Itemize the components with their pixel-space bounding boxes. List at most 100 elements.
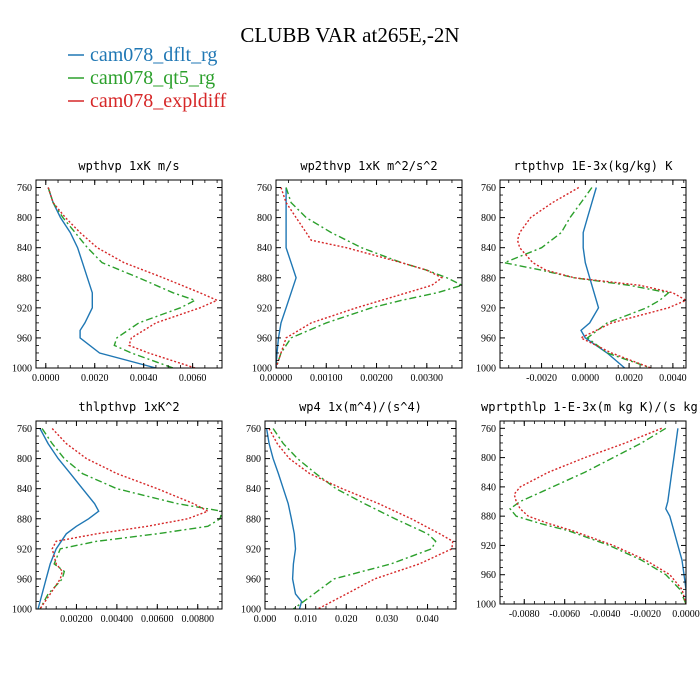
y-tick-label: 800 (17, 454, 32, 465)
y-tick-label: 800 (257, 213, 272, 224)
plot-frame (499, 179, 687, 369)
panel-title: wp4 1x(m^4)/(s^4) (299, 400, 422, 414)
plot-frame (275, 179, 463, 369)
x-tick-label: 0.040 (416, 614, 439, 625)
y-tick-label: 960 (17, 574, 32, 585)
y-tick-label: 1000 (252, 364, 272, 375)
legend-label: cam078_dflt_rg (90, 44, 217, 66)
x-tick-label: 0.0040 (659, 373, 687, 384)
x-tick-label: -0.0040 (590, 609, 621, 620)
x-tick-label: -0.0020 (630, 609, 661, 620)
figure-title: CLUBB VAR at265E,-2N (240, 23, 459, 47)
y-tick-label: 760 (17, 183, 32, 194)
x-tick-label: -0.0060 (549, 609, 580, 620)
x-tick-label: 0.00100 (310, 373, 343, 384)
y-tick-label: 880 (481, 273, 496, 284)
y-tick-label: 840 (257, 243, 272, 254)
series-line (276, 187, 462, 368)
y-tick-label: 960 (257, 333, 272, 344)
x-tick-label: 0.030 (376, 614, 399, 625)
y-tick-label: 880 (17, 514, 32, 525)
series-line (39, 428, 222, 609)
y-tick-label: 960 (481, 570, 496, 581)
y-tick-label: 880 (257, 273, 272, 284)
legend-label: cam078_qt5_rg (90, 67, 215, 89)
series-line (47, 187, 157, 368)
series-line (665, 428, 686, 604)
y-tick-label: 920 (257, 303, 272, 314)
series-line (516, 186, 686, 368)
series-line (513, 427, 686, 604)
panel: rtpthvp 1E-3x(kg/kg) K 760 800 840 880 920 960… (476, 159, 687, 384)
x-tick-label: -0.0080 (509, 609, 540, 620)
series-line (47, 187, 197, 368)
x-tick-label: 0.0000 (572, 373, 600, 384)
series-line (501, 187, 671, 368)
y-tick-label: 1000 (12, 364, 32, 375)
y-tick-label: 840 (17, 484, 32, 495)
y-tick-label: 760 (257, 183, 272, 194)
series-line (509, 427, 686, 604)
y-tick-label: 920 (17, 303, 32, 314)
x-tick-label: 0.000 (254, 614, 277, 625)
y-tick-label: 960 (17, 333, 32, 344)
panel-title: wprtpthlp 1-E-3x(m kg K)/(s kg) (481, 400, 700, 414)
y-tick-label: 840 (246, 484, 261, 495)
x-tick-label: 0.0000 (32, 373, 60, 384)
y-tick-label: 840 (481, 243, 496, 254)
x-tick-label: 0.0040 (130, 373, 158, 384)
y-tick-label: 880 (246, 514, 261, 525)
y-tick-label: 1000 (476, 364, 496, 375)
legend-label: cam078_expldiff (90, 90, 227, 112)
series-line (276, 187, 297, 368)
legend: cam078_dflt_rgcam078_qt5_rgcam078_expldi… (68, 44, 227, 112)
y-tick-label: 880 (17, 273, 32, 284)
x-tick-label: 0.00800 (181, 614, 214, 625)
panel: wp2thvp 1xK m^2/s^2 760 800 840 880 920 960 100… (252, 159, 463, 384)
y-tick-label: 960 (246, 574, 261, 585)
series-line (265, 428, 303, 609)
plot-frame (264, 420, 457, 610)
x-tick-label: 0.0060 (179, 373, 207, 384)
x-tick-label: 0.00400 (101, 614, 134, 625)
x-tick-label: 0.0020 (615, 373, 643, 384)
y-tick-label: 1000 (12, 605, 32, 616)
series-line (272, 428, 437, 609)
panel: wprtpthlp 1-E-3x(m kg K)/(s kg) 760 800 840… (476, 400, 700, 620)
y-tick-label: 760 (246, 424, 261, 435)
y-tick-label: 920 (17, 544, 32, 555)
y-tick-label: 760 (17, 424, 32, 435)
x-tick-label: 0.00000 (260, 373, 293, 384)
panel: thlpthvp 1xK^2 760 800 840 880 920 960 1000 0.00… (12, 400, 223, 625)
x-tick-label: 0.00200 (360, 373, 393, 384)
y-tick-label: 840 (481, 482, 496, 493)
panel: wpthvp 1xK m/s76080084088092096010000.00… (12, 159, 223, 384)
panel: wp4 1x(m^4)/(s^4)76080084088092096010000… (241, 400, 457, 625)
y-tick-label: 840 (17, 243, 32, 254)
y-tick-label: 920 (246, 544, 261, 555)
panels: wpthvp 1xK m/s76080084088092096010000.00… (12, 159, 700, 625)
panel-title: rtpthvp 1E-3x(kg/kg) K (514, 159, 674, 173)
series-line (39, 428, 210, 609)
x-tick-label: 0.010 (294, 614, 317, 625)
y-tick-label: 880 (481, 512, 496, 523)
x-tick-label: 0.0000 (672, 609, 700, 620)
plot-frame (35, 420, 223, 610)
y-tick-label: 760 (481, 424, 496, 435)
y-tick-label: 960 (481, 333, 496, 344)
x-tick-label: 0.00300 (411, 373, 444, 384)
y-tick-label: 800 (481, 453, 496, 464)
y-tick-label: 800 (246, 454, 261, 465)
y-tick-label: 800 (17, 213, 32, 224)
series-line (37, 428, 100, 609)
panel-title: wp2thvp 1xK m^2/s^2 (300, 159, 437, 173)
series-line (580, 187, 626, 368)
series-line (276, 187, 444, 368)
panel-title: thlpthvp 1xK^2 (78, 400, 179, 414)
y-tick-label: 920 (481, 303, 496, 314)
y-tick-label: 760 (481, 183, 496, 194)
x-tick-label: 0.00200 (60, 614, 93, 625)
x-tick-label: 0.020 (335, 614, 358, 625)
x-tick-label: -0.0020 (526, 373, 557, 384)
